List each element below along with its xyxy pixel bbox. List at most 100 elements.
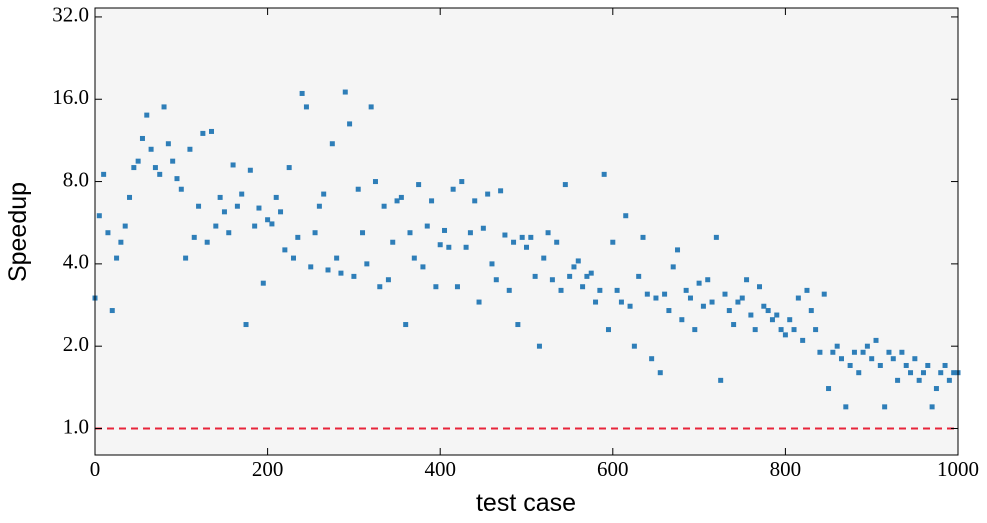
y-tick-label: 16.0 [52, 85, 89, 109]
point [347, 121, 353, 127]
point [329, 141, 335, 147]
point [459, 179, 465, 185]
point [593, 299, 599, 305]
marks [92, 89, 961, 430]
point [761, 303, 767, 309]
point [912, 356, 918, 362]
point [549, 277, 555, 283]
point [446, 244, 452, 250]
point [562, 182, 568, 188]
point [739, 295, 745, 301]
point [847, 362, 853, 368]
point [575, 258, 581, 264]
y-tick-label: 4.0 [63, 250, 89, 274]
x-axis-label: test case [476, 489, 576, 517]
point [696, 280, 702, 286]
y-tick-label: 32.0 [52, 3, 89, 27]
point [877, 362, 883, 368]
point [381, 203, 387, 209]
point [558, 287, 564, 293]
point [536, 343, 542, 349]
point [282, 247, 288, 253]
point [260, 280, 266, 286]
point [657, 370, 663, 376]
y-axis-label: Speedup [4, 182, 32, 282]
point [713, 234, 719, 240]
point [817, 349, 823, 355]
point [105, 230, 111, 236]
point [96, 213, 102, 219]
point [916, 377, 922, 383]
point [675, 247, 681, 253]
point [498, 188, 504, 194]
point [165, 141, 171, 147]
point [252, 223, 258, 229]
point [528, 234, 534, 240]
point [290, 255, 296, 261]
point [506, 287, 512, 293]
point [515, 322, 521, 328]
point [567, 273, 573, 279]
point [843, 404, 849, 410]
point [127, 194, 133, 200]
point [834, 343, 840, 349]
point [830, 349, 836, 355]
point [442, 227, 448, 233]
point [476, 299, 482, 305]
point [636, 273, 642, 279]
point [920, 370, 926, 376]
point [433, 284, 439, 290]
point [662, 291, 668, 297]
point [700, 303, 706, 309]
point [239, 191, 245, 197]
point [502, 232, 508, 238]
point [139, 135, 145, 141]
point [303, 104, 309, 110]
point [247, 167, 253, 173]
point [571, 264, 577, 270]
point [623, 213, 629, 219]
point [605, 327, 611, 333]
point [321, 191, 327, 197]
point [187, 146, 193, 152]
point [929, 404, 935, 410]
point [152, 165, 158, 171]
point [157, 171, 163, 177]
point [722, 291, 728, 297]
point [429, 198, 435, 204]
point [200, 130, 206, 136]
point [256, 205, 262, 211]
point [687, 295, 693, 301]
point [217, 194, 223, 200]
point [377, 284, 383, 290]
point [394, 198, 400, 204]
point [838, 356, 844, 362]
point [601, 171, 607, 177]
point [731, 322, 737, 328]
point [489, 261, 495, 267]
point [735, 299, 741, 305]
point [951, 370, 957, 376]
point [890, 356, 896, 362]
point [519, 234, 525, 240]
point [122, 223, 128, 229]
point [757, 284, 763, 290]
point [209, 128, 215, 134]
point [942, 362, 948, 368]
point [925, 362, 931, 368]
point [420, 264, 426, 270]
point [864, 343, 870, 349]
point [709, 299, 715, 305]
point [411, 255, 417, 261]
y-tick-label: 8.0 [63, 167, 89, 191]
point [170, 158, 176, 164]
point [148, 146, 154, 152]
point [118, 239, 124, 245]
point [342, 89, 348, 95]
point [782, 332, 788, 338]
point [774, 312, 780, 318]
point [480, 225, 486, 231]
point [769, 317, 775, 323]
point [804, 287, 810, 293]
